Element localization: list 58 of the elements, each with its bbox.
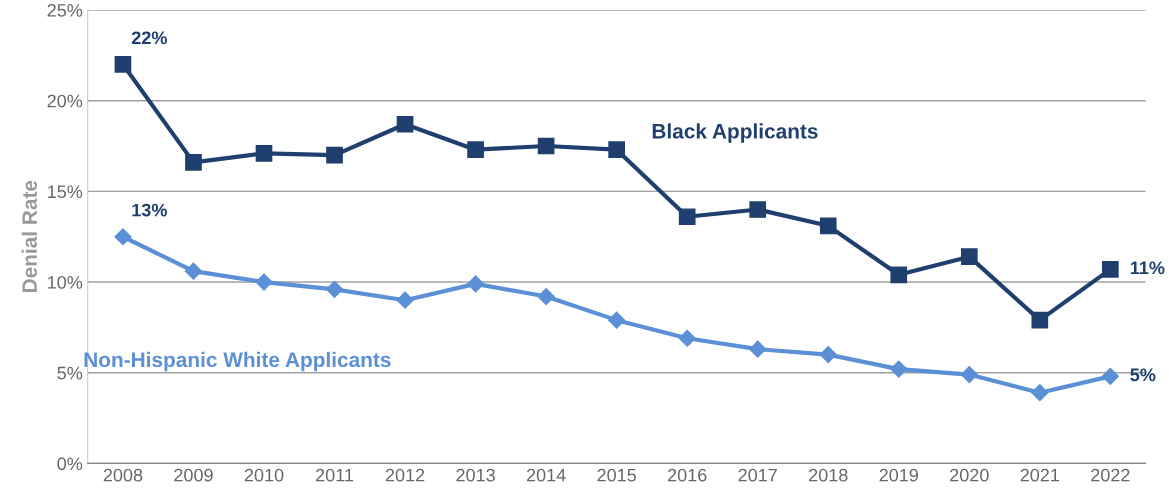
x-tick-label: 2010 — [244, 468, 284, 482]
point — [1101, 367, 1119, 385]
point — [819, 346, 837, 364]
point — [255, 273, 273, 291]
annotation: 5% — [1130, 368, 1156, 382]
point — [396, 291, 414, 309]
x-tick-label: 2014 — [526, 468, 566, 482]
x-tick-label: 2013 — [456, 468, 495, 482]
point — [890, 266, 908, 284]
point — [537, 288, 555, 306]
point — [678, 329, 696, 347]
series-label: Black Applicants — [652, 123, 818, 143]
point — [819, 217, 837, 235]
point — [890, 360, 908, 378]
text: Non-Hispanic White Applicants — [84, 351, 391, 372]
x-tick-label: 2012 — [385, 468, 425, 482]
point — [467, 141, 484, 159]
x-tick-label: 2022 — [1091, 468, 1130, 482]
y-tick-label: 25% — [47, 3, 83, 17]
point — [1031, 384, 1049, 402]
annotation: 13% — [132, 203, 167, 217]
annotation: 22% — [131, 31, 167, 45]
x-tick-label: 2008 — [103, 468, 143, 482]
point — [396, 115, 414, 133]
point — [1031, 311, 1049, 329]
point — [678, 208, 696, 226]
point — [608, 141, 625, 159]
point — [537, 137, 555, 155]
point — [960, 248, 978, 266]
point — [325, 280, 344, 298]
y-axis-title: Denial Rate — [21, 180, 37, 293]
x-tick-label: 2017 — [738, 468, 777, 482]
y-tick-label: 20% — [47, 94, 83, 108]
x-tick-label: 2009 — [174, 468, 213, 482]
x-tick-label: 2011 — [316, 468, 354, 482]
y-tick-label: 5% — [57, 366, 83, 380]
point — [184, 262, 203, 280]
point — [608, 311, 626, 329]
x-tick-label: 2019 — [879, 468, 918, 482]
y-tick-label: 10% — [48, 276, 83, 289]
x-tick-label: 2021 — [1020, 468, 1060, 482]
point — [114, 228, 132, 246]
annotation: 11% — [1130, 261, 1165, 275]
point — [185, 154, 202, 171]
x-tick-label: 2018 — [809, 468, 848, 482]
point — [255, 144, 273, 162]
x-tick-label: 2020 — [950, 468, 989, 482]
point — [467, 275, 485, 293]
point — [326, 146, 343, 164]
y-tick-label: 15% — [48, 185, 83, 199]
point — [749, 340, 767, 358]
point — [960, 366, 978, 384]
x-tick-label: 2015 — [597, 468, 636, 482]
point — [749, 201, 767, 218]
x-tick-label: 2016 — [668, 468, 707, 482]
y-tick-label: 0% — [57, 457, 83, 471]
point — [1102, 261, 1119, 278]
point — [114, 56, 132, 73]
